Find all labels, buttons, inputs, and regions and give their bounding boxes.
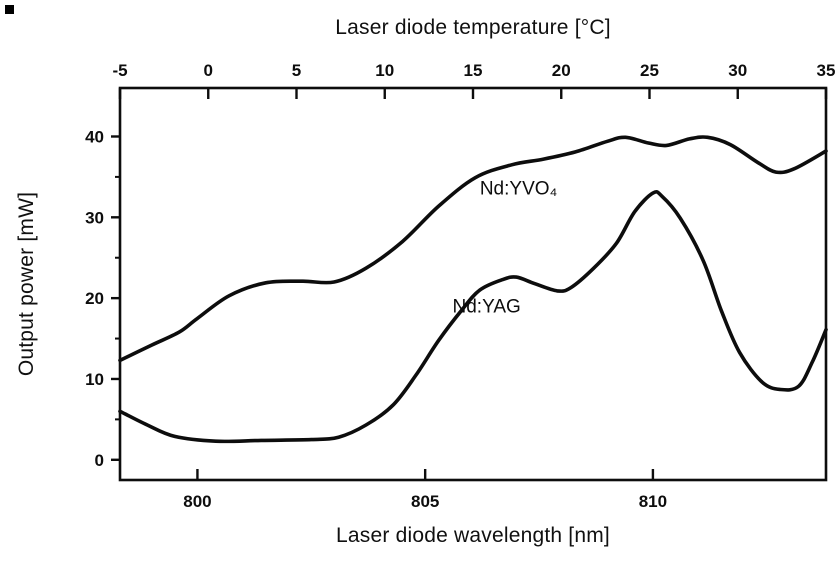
top-axis-tick-label: 0 (204, 61, 213, 80)
series-line-Nd-YVO4 (118, 135, 828, 363)
top-axis-tick-label: 35 (817, 61, 836, 80)
plot-frame (118, 86, 828, 482)
x-axis-title: Laser diode wavelength [nm] (336, 524, 610, 547)
top-axis-tick-label: -5 (112, 61, 127, 80)
x-axis-tick-label: 810 (639, 492, 667, 511)
y-axis-tick-label: 0 (95, 451, 104, 470)
y-axis-tick-label: 30 (85, 208, 104, 227)
series-line-Nd-YAG (118, 190, 828, 444)
y-axis-tick-label: 40 (85, 127, 104, 146)
top-axis-title: Laser diode temperature [°C] (335, 16, 611, 39)
top-axis-tick-label: 5 (292, 61, 301, 80)
series-label-Nd-YVO4: Nd:YVO₄ (480, 179, 558, 200)
x-axis-tick-label: 805 (411, 492, 439, 511)
top-axis-tick-label: 10 (375, 61, 394, 80)
top-axis-tick-label: 20 (552, 61, 571, 80)
series-label-Nd-YAG: Nd:YAG (453, 297, 521, 318)
y-axis-tick-label: 10 (85, 370, 104, 389)
y-axis-tick-label: 20 (85, 289, 104, 308)
top-axis-tick-label: 30 (728, 61, 747, 80)
top-axis-tick-label: 15 (464, 61, 483, 80)
x-axis-tick-label: 800 (183, 492, 211, 511)
top-axis-tick-label: 25 (640, 61, 659, 80)
scan-artifact (5, 5, 14, 14)
